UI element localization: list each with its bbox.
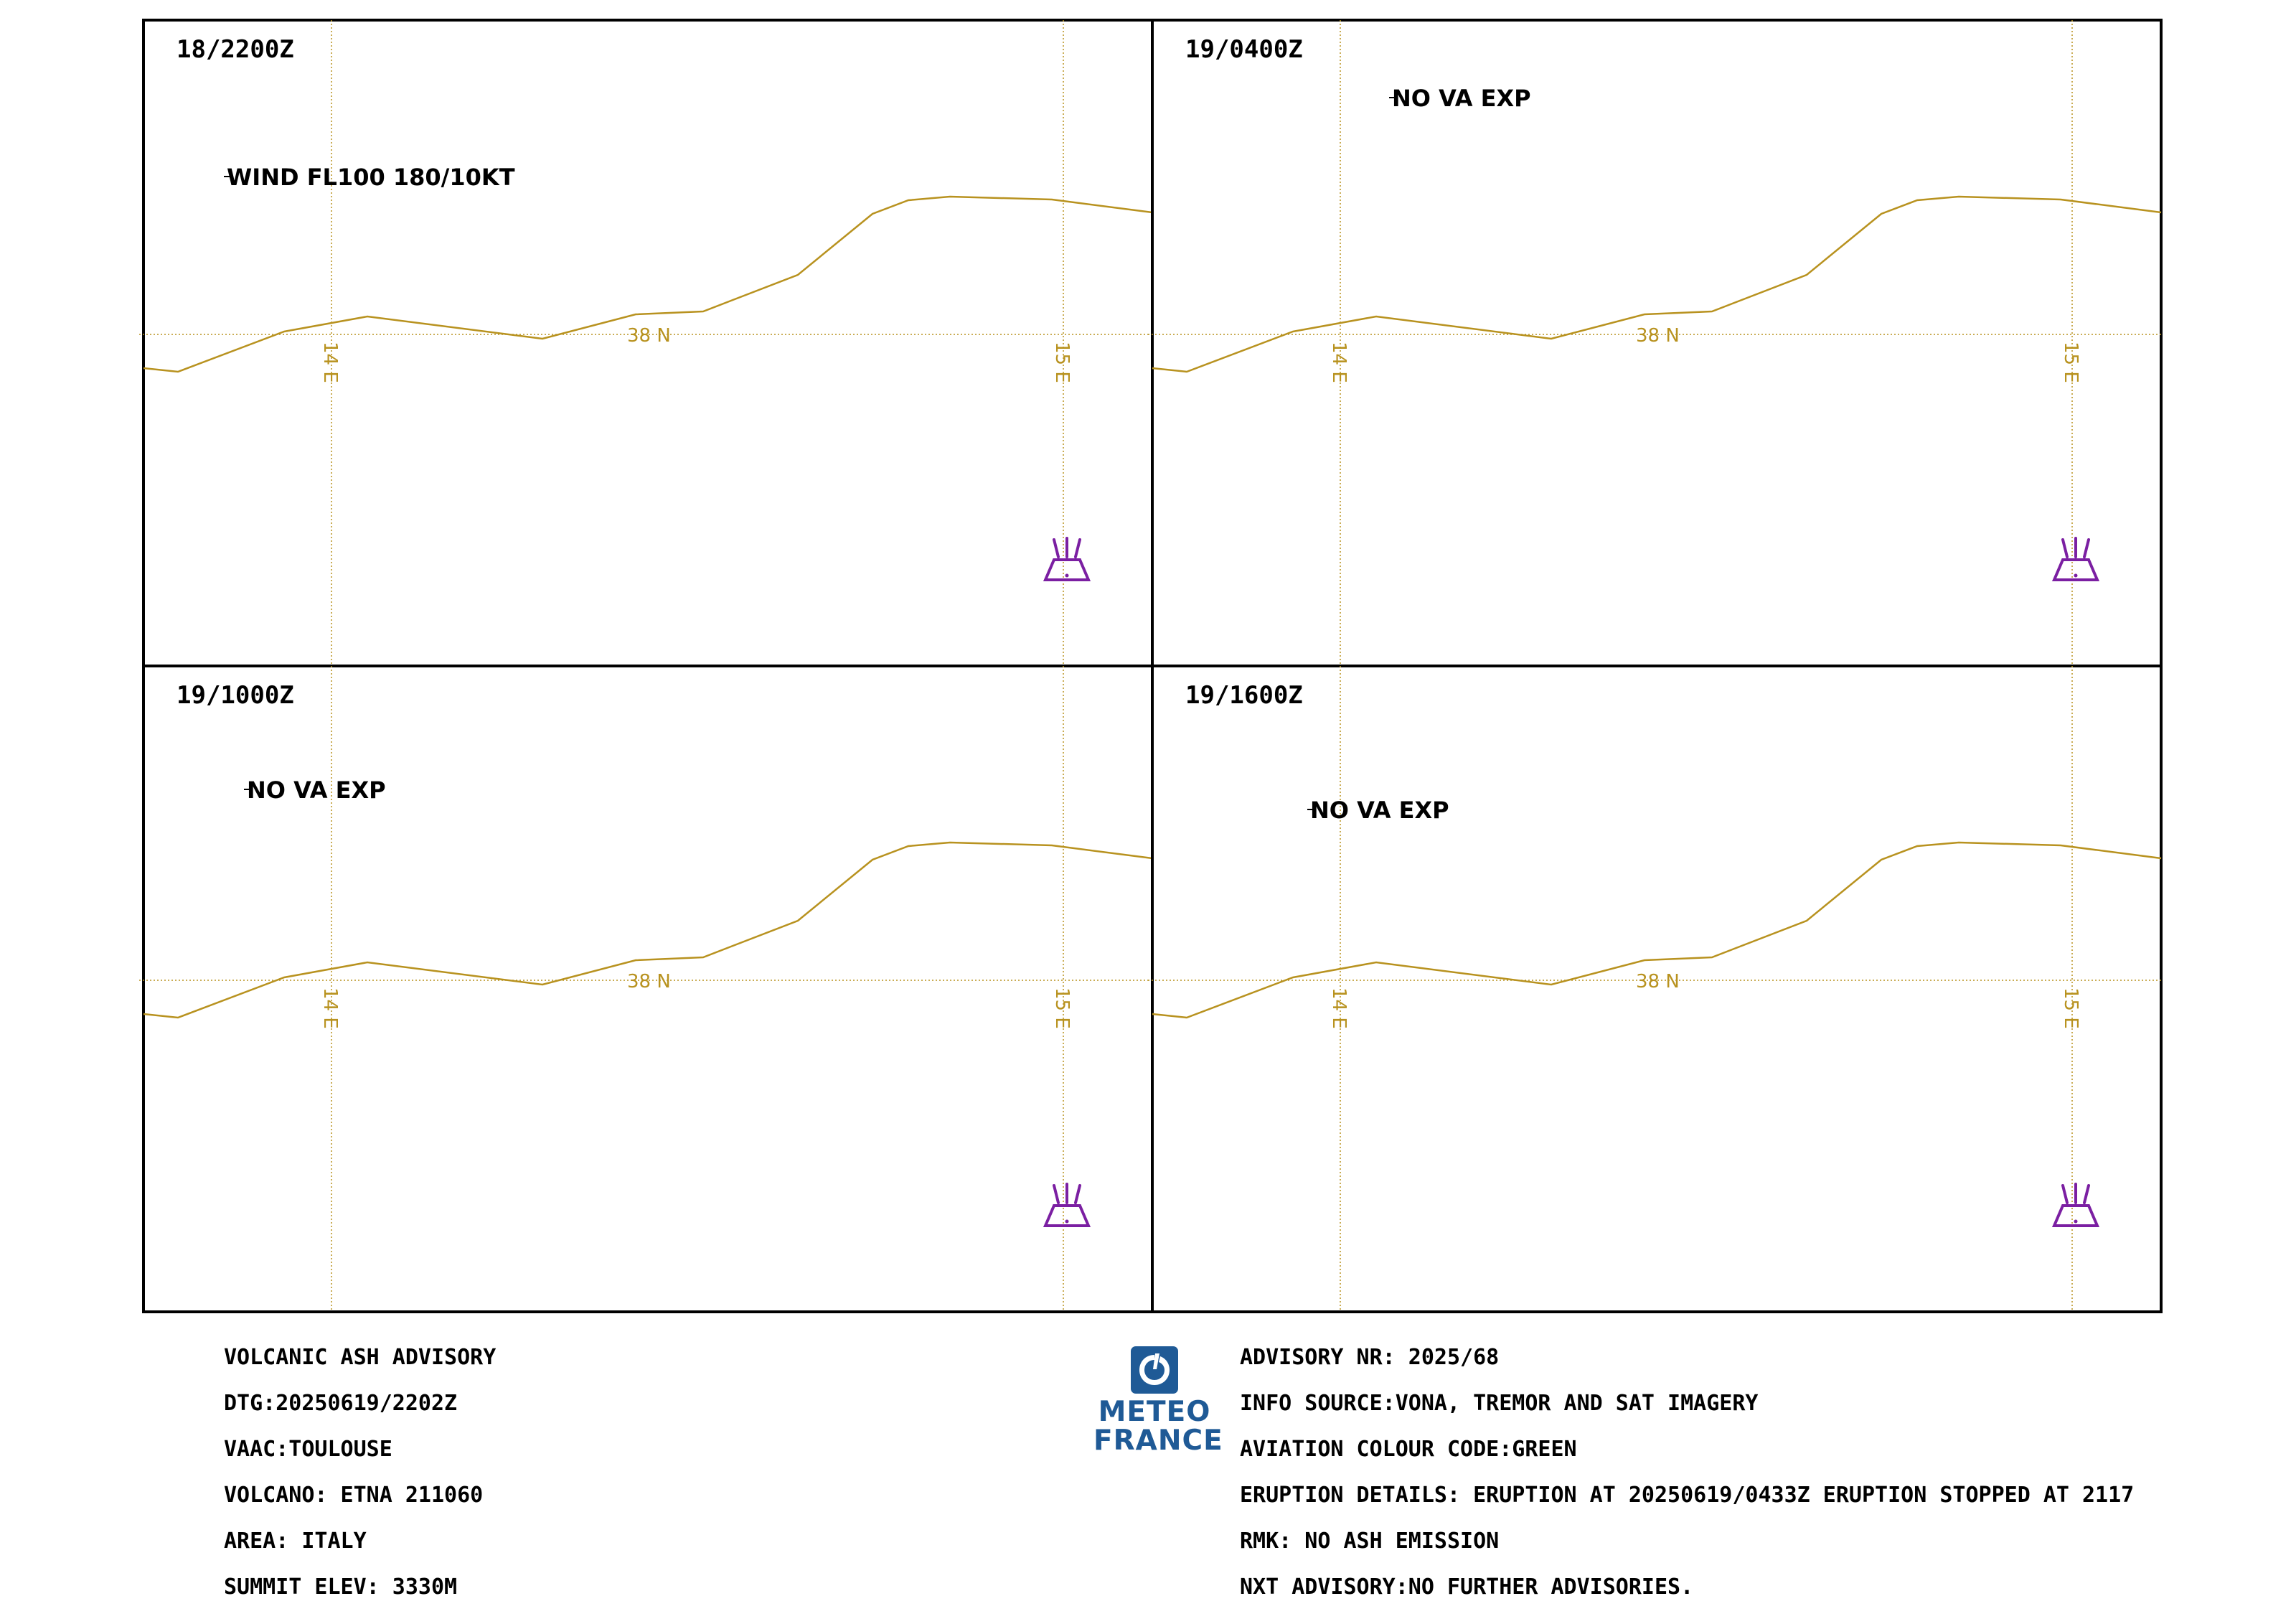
coastline — [1152, 195, 2162, 373]
lon-label-15e: 15 E — [2060, 342, 2081, 383]
advisory-eruption-details: ERUPTION DETAILS: ERUPTION AT 20250619/0… — [1240, 1483, 2135, 1508]
meteo-france-logo: METEO FRANCE — [1093, 1346, 1223, 1457]
advisory-title: VOLCANIC ASH ADVISORY — [224, 1345, 497, 1370]
panel-annotation: NO VA EXP — [247, 776, 386, 804]
meteo-france-logo-icon — [1131, 1346, 1178, 1394]
advisory-info-right: ADVISORY NR: 2025/68 INFO SOURCE:VONA, T… — [1240, 1335, 2134, 1610]
advisory-area: AREA: ITALY — [224, 1529, 367, 1554]
lat-label-38n: 38 N — [627, 971, 671, 992]
panel-time-label: 18/2200Z — [177, 35, 294, 64]
panel-time-label: 19/1600Z — [1185, 681, 1303, 710]
advisory-colour-code: AVIATION COLOUR CODE:GREEN — [1240, 1437, 1577, 1462]
volcano-icon — [1043, 1183, 1091, 1227]
advisory-info-source: INFO SOURCE:VONA, TREMOR AND SAT IMAGERY — [1240, 1391, 1759, 1416]
coastline — [143, 841, 1153, 1019]
panel-frame — [1151, 19, 2163, 667]
coastline — [143, 195, 1153, 373]
panel-frame — [142, 665, 1154, 1313]
lon-label-15e: 15 E — [1051, 342, 1073, 383]
lon-label-14e: 14 E — [1328, 987, 1350, 1029]
panel-annotation: NO VA EXP — [1392, 85, 1531, 112]
volcano-icon — [2051, 537, 2100, 581]
panel-time-label: 19/1000Z — [177, 681, 294, 710]
logo-line-1: METEO — [1098, 1396, 1211, 1428]
lat-label-38n: 38 N — [1636, 325, 1680, 347]
volcano-icon — [1043, 537, 1091, 581]
map-panel: 14 E 15 E 38 N 19/1000Z NO VA EXP — [139, 665, 1154, 1313]
advisory-info-left: VOLCANIC ASH ADVISORY DTG:20250619/2202Z… — [224, 1335, 496, 1610]
advisory-volcano: VOLCANO: ETNA 211060 — [224, 1483, 484, 1508]
map-panel: 14 E 15 E 38 N 19/0400Z NO VA EXP — [1148, 19, 2163, 667]
advisory-number: ADVISORY NR: 2025/68 — [1240, 1345, 1500, 1370]
lon-label-14e: 14 E — [319, 987, 341, 1029]
lat-label-38n: 38 N — [627, 325, 671, 347]
lon-label-14e: 14 E — [1328, 342, 1350, 383]
lon-label-15e: 15 E — [2060, 987, 2081, 1029]
panel-frame — [1151, 665, 2163, 1313]
advisory-summit-elev: SUMMIT ELEV: 3330M — [224, 1574, 458, 1600]
lat-label-38n: 38 N — [1636, 971, 1680, 992]
coastline — [1152, 841, 2162, 1019]
panel-frame — [142, 19, 1154, 667]
advisory-next: NXT ADVISORY:NO FURTHER ADVISORIES. — [1240, 1574, 1694, 1600]
logo-line-2: FRANCE — [1093, 1424, 1223, 1457]
map-panel: 14 E 15 E 38 N 19/1600Z NO VA EXP — [1148, 665, 2163, 1313]
panel-time-label: 19/0400Z — [1185, 35, 1303, 64]
advisory-dtg: DTG:20250619/2202Z — [224, 1391, 458, 1416]
volcano-icon — [2051, 1183, 2100, 1227]
advisory-remark: RMK: NO ASH EMISSION — [1240, 1529, 1500, 1554]
lon-label-14e: 14 E — [319, 342, 341, 383]
map-panel: 14 E 15 E 38 N 18/2200Z WIND FL100 180/10KT — [139, 19, 1154, 667]
panel-annotation: WIND FL100 180/10KT — [227, 164, 515, 191]
panel-annotation: NO VA EXP — [1310, 797, 1449, 824]
lon-label-15e: 15 E — [1051, 987, 1073, 1029]
advisory-vaac: VAAC:TOULOUSE — [224, 1437, 392, 1462]
